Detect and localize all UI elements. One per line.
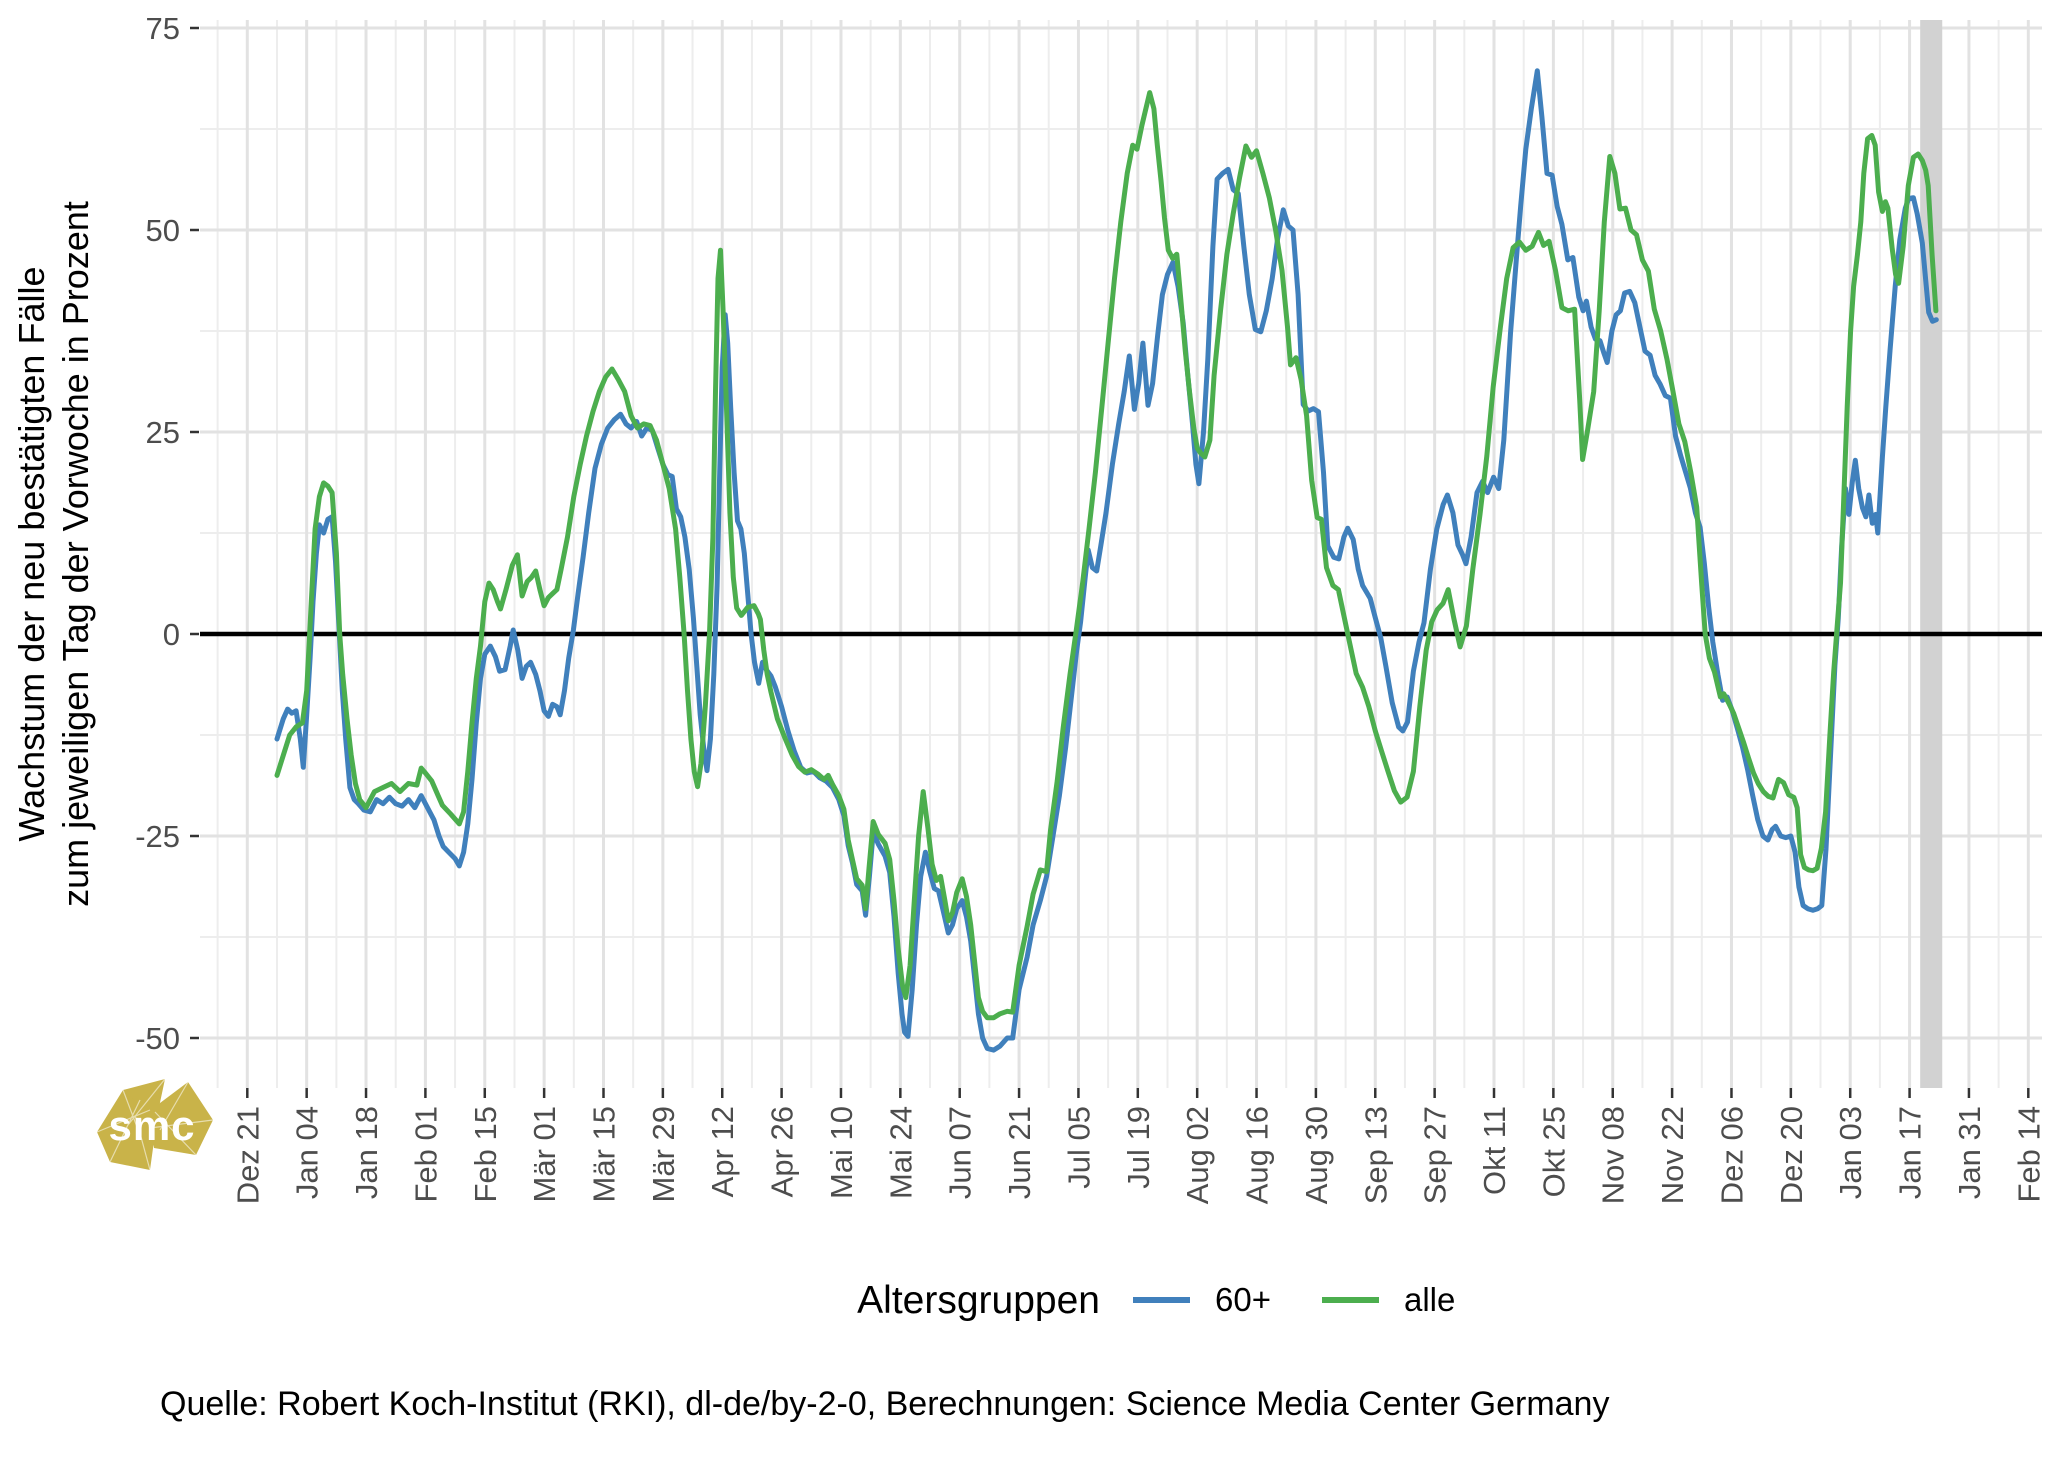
x-tick-label: Nov 22 — [1655, 1106, 1690, 1204]
smc-watermark-text: smc — [108, 1102, 195, 1149]
data-series-lines — [274, 68, 1939, 1053]
x-tick-label: Jan 31 — [1952, 1106, 1987, 1199]
x-tick-label: Dez 21 — [230, 1106, 265, 1204]
legend: Altersgruppen 60+ alle — [857, 1279, 1455, 1322]
x-tick-label: Jun 07 — [943, 1106, 978, 1199]
y-tick-label: 50 — [146, 213, 180, 248]
legend-title: Altersgruppen — [857, 1279, 1100, 1322]
x-tick-label: Jun 21 — [1002, 1106, 1037, 1199]
x-tick-label: Feb 15 — [468, 1106, 503, 1203]
x-tick-label: Aug 02 — [1180, 1106, 1215, 1204]
x-tick-label: Mär 01 — [527, 1106, 562, 1202]
x-tick-label: Sep 13 — [1358, 1106, 1393, 1204]
legend-label-60plus: 60+ — [1215, 1281, 1271, 1318]
x-tick-label: Feb 01 — [408, 1106, 443, 1203]
x-tick-label: Apr 26 — [765, 1106, 800, 1197]
y-axis-title-line2: zum jeweiligen Tag der Vorwoche in Proze… — [55, 201, 96, 907]
y-axis-title-line1: Wachstum der neu bestätigten Fälle — [11, 267, 52, 842]
smc-watermark-logo: smc — [96, 1078, 214, 1171]
series-line-60plus — [274, 68, 1939, 1053]
legend-label-alle: alle — [1404, 1281, 1455, 1318]
y-tick-label: -50 — [135, 1021, 180, 1056]
x-tick-label: Jan 04 — [290, 1106, 325, 1199]
x-tick-label: Aug 16 — [1240, 1106, 1275, 1204]
x-tick-label: Jan 18 — [349, 1106, 384, 1199]
x-tick-label: Aug 30 — [1299, 1106, 1334, 1204]
y-tick-label: -25 — [135, 819, 180, 854]
axis-tick-marks — [190, 26, 2030, 1098]
x-tick-label: Apr 12 — [705, 1106, 740, 1197]
x-tick-label: Okt 25 — [1536, 1106, 1571, 1197]
x-tick-label: Nov 08 — [1596, 1106, 1631, 1204]
x-tick-label: Feb 14 — [2011, 1106, 2046, 1203]
x-tick-label: Jan 17 — [1893, 1106, 1928, 1199]
x-tick-label: Okt 11 — [1477, 1106, 1512, 1195]
y-tick-label: 75 — [146, 11, 180, 46]
minor-gridlines — [200, 20, 2042, 1088]
x-tick-label: Sep 27 — [1418, 1106, 1453, 1204]
x-tick-label: Mär 15 — [587, 1106, 622, 1202]
major-gridlines — [200, 20, 2042, 1088]
x-tick-label: Mai 10 — [824, 1106, 859, 1199]
x-tick-label: Mai 24 — [883, 1106, 918, 1199]
x-axis-tick-labels: Dez 21 Jan 04 Jan 18 Feb 01 Feb 15 Mär 01 Mär … — [230, 1106, 2046, 1204]
y-axis-tick-labels: 75 50 25 0 -25 -50 — [135, 11, 180, 1056]
x-tick-label: Jan 03 — [1833, 1106, 1868, 1199]
x-tick-label: Mär 29 — [646, 1106, 681, 1202]
series-line-alle — [274, 90, 1939, 1021]
x-tick-label: Dez 06 — [1714, 1106, 1749, 1204]
highlight-band — [1920, 20, 1943, 1088]
x-tick-label: Jul 05 — [1061, 1106, 1096, 1189]
x-tick-label: Dez 20 — [1774, 1106, 1809, 1204]
y-tick-label: 0 — [163, 617, 180, 652]
x-tick-label: Jul 19 — [1121, 1106, 1156, 1189]
y-tick-label: 25 — [146, 415, 180, 450]
source-caption: Quelle: Robert Koch-Institut (RKI), dl-d… — [160, 1385, 1609, 1423]
